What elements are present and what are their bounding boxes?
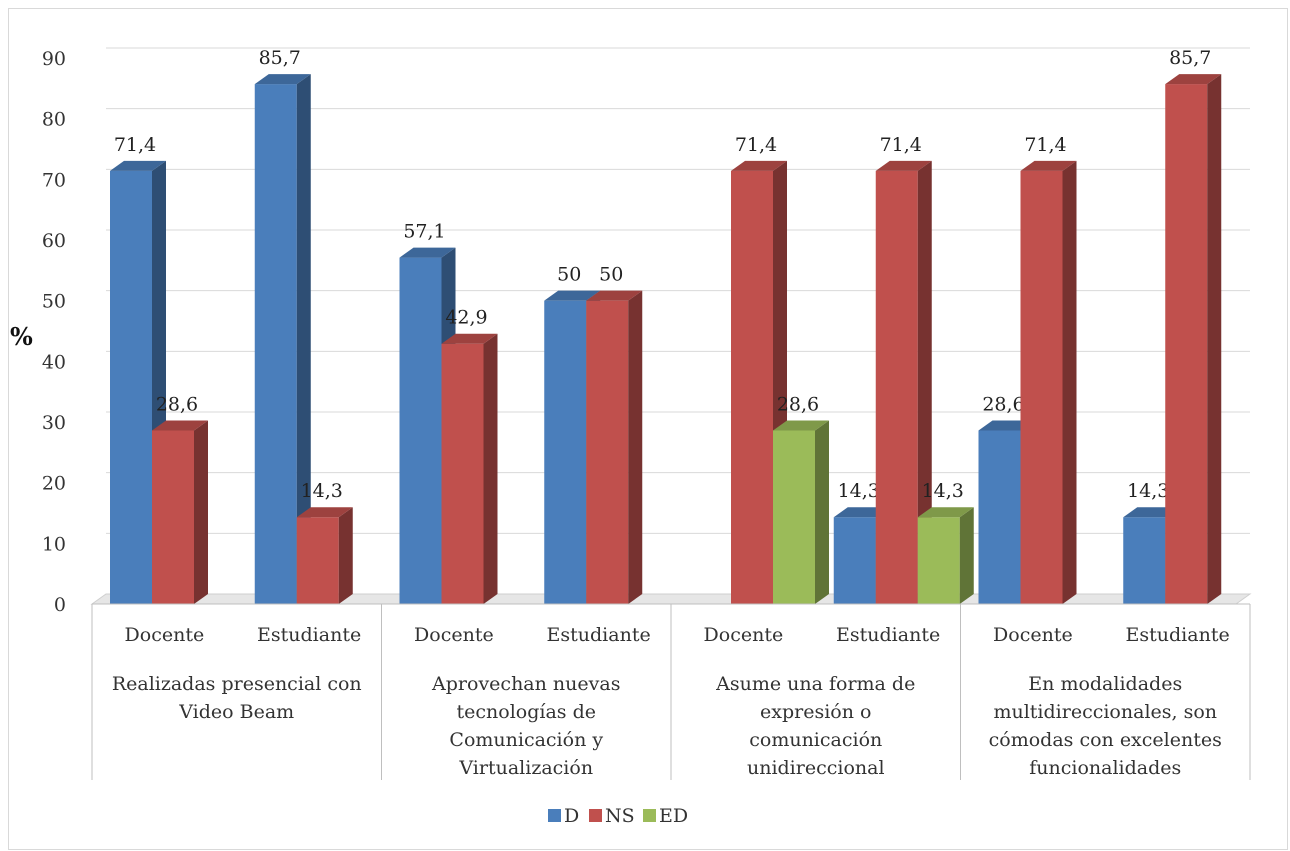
- bar-d: [254, 84, 297, 604]
- data-label: 42,9: [445, 307, 487, 329]
- group-label: Comunicación y: [449, 729, 603, 751]
- bar-side: [628, 290, 643, 604]
- legend-label: D: [564, 805, 579, 827]
- data-label: 14,3: [301, 480, 343, 502]
- legend-swatch: [643, 809, 656, 822]
- bar-d: [833, 517, 876, 604]
- subcategory-label: Docente: [704, 624, 784, 646]
- bar-side: [917, 160, 932, 604]
- bar-top: [1165, 74, 1222, 85]
- y-tick-label: 90: [42, 48, 66, 70]
- group-label: funcionalidades: [1029, 757, 1181, 779]
- bar-d: [399, 257, 442, 604]
- bar-top: [917, 507, 974, 518]
- subcategory-label: Estudiante: [836, 624, 940, 646]
- group-label: cómodas con excelentes: [989, 729, 1222, 751]
- data-label: 28,6: [156, 393, 198, 415]
- group-label: Virtualización: [458, 757, 593, 779]
- y-tick-label: 10: [42, 533, 66, 555]
- subcategory-label: Estudiante: [257, 624, 361, 646]
- bar-top: [1020, 160, 1077, 171]
- bar-ns: [731, 170, 773, 604]
- y-tick-label: 40: [42, 351, 66, 373]
- bar-d: [1123, 517, 1166, 604]
- y-tick-label: 80: [42, 109, 66, 131]
- group-label: comunicación: [749, 729, 882, 751]
- bar-d: [110, 170, 152, 604]
- data-label: 14,3: [1127, 480, 1169, 502]
- y-axis-title: %: [10, 322, 33, 351]
- data-label: 50: [557, 264, 581, 286]
- data-label: 57,1: [403, 221, 445, 243]
- bar-top: [441, 333, 498, 344]
- legend-label: ED: [659, 805, 688, 827]
- group-label: Video Beam: [178, 701, 294, 723]
- data-label: 71,4: [880, 134, 922, 156]
- bar-ns: [875, 170, 918, 604]
- group-label: Aprovechan nuevas: [431, 673, 620, 695]
- bar-d: [978, 430, 1021, 604]
- bar-ed: [773, 430, 815, 604]
- bar-side: [959, 507, 974, 604]
- y-tick-label: 0: [54, 594, 66, 616]
- group-label: expresión o: [760, 701, 871, 723]
- data-label: 14,3: [922, 480, 964, 502]
- group-label: tecnologías de: [457, 701, 596, 723]
- bar-ns: [1165, 84, 1208, 604]
- data-label: 71,4: [114, 134, 156, 156]
- bar-ns: [441, 343, 484, 604]
- data-label: 71,4: [1024, 134, 1066, 156]
- bar-side: [483, 333, 498, 604]
- bar-side: [338, 507, 353, 604]
- bar-side: [815, 420, 829, 604]
- group-label: multidireccionales, son: [993, 701, 1217, 723]
- data-label: 85,7: [1169, 47, 1211, 69]
- y-tick-label: 30: [42, 412, 66, 434]
- subcategory-label: Estudiante: [547, 624, 651, 646]
- subcategory-label: Docente: [125, 624, 205, 646]
- subcategory-label: Docente: [993, 624, 1073, 646]
- group-label: Realizadas presencial con: [112, 673, 362, 695]
- bar-side: [296, 74, 311, 604]
- bar-top: [586, 290, 643, 301]
- legend-swatch: [589, 809, 602, 822]
- data-label: 28,6: [982, 393, 1024, 415]
- data-label: 28,6: [777, 393, 819, 415]
- chart-frame: [8, 8, 1288, 850]
- bar-side: [194, 420, 208, 604]
- bar-ns: [586, 300, 629, 604]
- y-tick-label: 20: [42, 473, 66, 495]
- bar-d: [544, 300, 587, 604]
- data-label: 85,7: [259, 47, 301, 69]
- bar-top: [110, 160, 166, 171]
- bar-ed: [917, 517, 960, 604]
- data-label: 50: [599, 264, 623, 286]
- bar-top: [544, 290, 601, 301]
- bar-top: [254, 74, 311, 85]
- y-tick-label: 70: [42, 169, 66, 191]
- bar-top: [152, 420, 208, 431]
- bar-ns: [296, 517, 339, 604]
- y-tick-label: 60: [42, 230, 66, 252]
- subcategory-label: Estudiante: [1126, 624, 1230, 646]
- bar-side: [1062, 160, 1077, 604]
- group-label: Asume una forma de: [715, 673, 915, 695]
- bar-top: [875, 160, 932, 171]
- bar-top: [399, 247, 456, 258]
- subcategory-label: Docente: [414, 624, 494, 646]
- bar-top: [773, 420, 829, 431]
- legend-label: NS: [605, 805, 635, 827]
- group-label: unidireccional: [747, 757, 885, 779]
- bar-side: [1207, 74, 1222, 604]
- group-label: En modalidades: [1028, 673, 1182, 695]
- bar-ns: [152, 430, 194, 604]
- bar-top: [296, 507, 353, 518]
- data-label: 14,3: [838, 480, 880, 502]
- legend-swatch: [548, 809, 561, 822]
- y-tick-label: 50: [42, 291, 66, 313]
- bar-ns: [1020, 170, 1063, 604]
- data-label: 71,4: [735, 134, 777, 156]
- bar-top: [731, 160, 787, 171]
